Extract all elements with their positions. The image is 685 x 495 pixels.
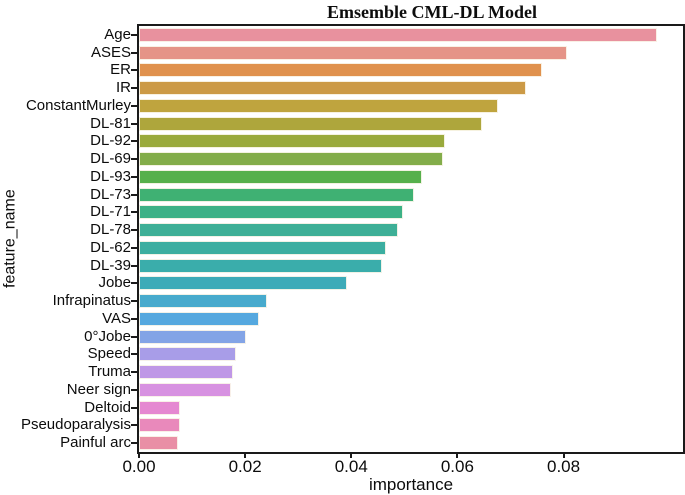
- y-tick-mark: [131, 158, 139, 161]
- bar-infrapinatus: [139, 294, 267, 309]
- bar-deltoid: [139, 400, 181, 415]
- y-tick-label: DL-71: [90, 203, 131, 221]
- y-tick-label: Neer sign: [66, 380, 131, 398]
- x-tick-mark: [350, 452, 353, 458]
- bar-dl-39: [139, 258, 383, 273]
- bar-truma: [139, 365, 234, 380]
- chart-title: Emsemble CML-DL Model: [327, 2, 537, 22]
- plot-area: [137, 24, 685, 454]
- y-tick-label: 0°Jobe: [84, 327, 131, 345]
- y-tick-mark: [131, 406, 139, 409]
- y-tick-label: DL-78: [90, 221, 131, 239]
- y-tick-label: ASES: [90, 43, 131, 61]
- y-tick-label: Speed: [87, 345, 131, 363]
- y-tick-label: DL-69: [90, 150, 131, 168]
- x-tick-label: 0.06: [440, 457, 474, 476]
- bar-er: [139, 63, 542, 78]
- y-tick-label: DL-62: [90, 238, 131, 256]
- x-tick-mark: [456, 452, 459, 458]
- x-tick-mark: [562, 452, 565, 458]
- x-tick-mark: [244, 452, 247, 458]
- x-tick-label: 0.08: [546, 457, 581, 476]
- y-tick-mark: [131, 87, 139, 90]
- bar-dl-81: [139, 116, 483, 131]
- y-tick-label: Age: [104, 25, 131, 43]
- y-tick-mark: [131, 246, 139, 249]
- y-tick-label: DL-73: [90, 185, 131, 203]
- y-tick-mark: [131, 51, 139, 54]
- y-tick-label: IR: [116, 79, 131, 97]
- y-tick-label: DL-92: [90, 132, 131, 150]
- bar-dl-69: [139, 152, 444, 167]
- y-tick-mark: [131, 140, 139, 143]
- bar-dl-71: [139, 205, 404, 220]
- y-tick-mark: [131, 193, 139, 196]
- y-tick-mark: [131, 229, 139, 232]
- y-tick-mark: [131, 317, 139, 320]
- y-tick-mark: [131, 388, 139, 391]
- y-tick-mark: [131, 442, 139, 445]
- x-tick-label: 0.04: [334, 457, 368, 476]
- bar-speed: [139, 347, 236, 362]
- bar-ases: [139, 45, 567, 60]
- y-tick-mark: [131, 371, 139, 374]
- y-tick-mark: [131, 69, 139, 72]
- y-tick-label: Painful arc: [60, 434, 131, 452]
- y-tick-mark: [131, 104, 139, 107]
- bar-painful-arc: [139, 436, 178, 451]
- y-tick-label: Jobe: [98, 274, 131, 292]
- y-tick-label: Truma: [88, 363, 131, 381]
- bar-jobe: [139, 276, 348, 291]
- y-tick-mark: [131, 282, 139, 285]
- y-tick-label: ER: [110, 61, 131, 79]
- x-axis-label: importance: [368, 475, 454, 494]
- bar-neer-sign: [139, 382, 231, 397]
- y-tick-label: DL-93: [90, 167, 131, 185]
- bar-dl-78: [139, 223, 398, 238]
- y-tick-mark: [131, 264, 139, 267]
- y-tick-label: VAS: [102, 309, 131, 327]
- y-tick-label: ConstantMurley: [25, 96, 131, 114]
- bar-pseudoparalysis: [139, 418, 181, 433]
- y-tick-mark: [131, 122, 139, 125]
- y-tick-label: DL-81: [90, 114, 131, 132]
- x-tick-mark: [138, 452, 140, 458]
- x-tick-label: 0.00: [122, 457, 156, 476]
- bar-dl-62: [139, 240, 387, 255]
- bar-dl-93: [139, 169, 423, 184]
- y-tick-labels: Age ASES ER IR ConstantMurley DL-81 DL-92 DL-69…: [0, 0, 131, 495]
- y-tick-label: Infrapinatus: [52, 292, 131, 310]
- y-tick-mark: [131, 33, 139, 36]
- y-tick-label: DL-39: [90, 256, 131, 274]
- y-tick-mark: [131, 175, 139, 178]
- bars-container: [139, 26, 684, 452]
- y-tick-label: Pseudoparalysis: [20, 416, 131, 434]
- bar-0-jobe: [139, 329, 246, 344]
- bar-dl-92: [139, 134, 446, 149]
- y-tick-mark: [131, 353, 139, 356]
- bar-dl-73: [139, 187, 415, 202]
- x-tick-label: 0.02: [228, 457, 262, 476]
- y-tick-label: Deltoid: [84, 398, 131, 416]
- y-tick-mark: [131, 300, 139, 303]
- bar-age: [139, 27, 658, 42]
- y-tick-mark: [131, 211, 139, 214]
- bar-ir: [139, 81, 527, 96]
- y-tick-mark: [131, 335, 139, 338]
- y-tick-mark: [131, 424, 139, 427]
- bar-constantmurley: [139, 98, 499, 113]
- bar-vas: [139, 311, 259, 326]
